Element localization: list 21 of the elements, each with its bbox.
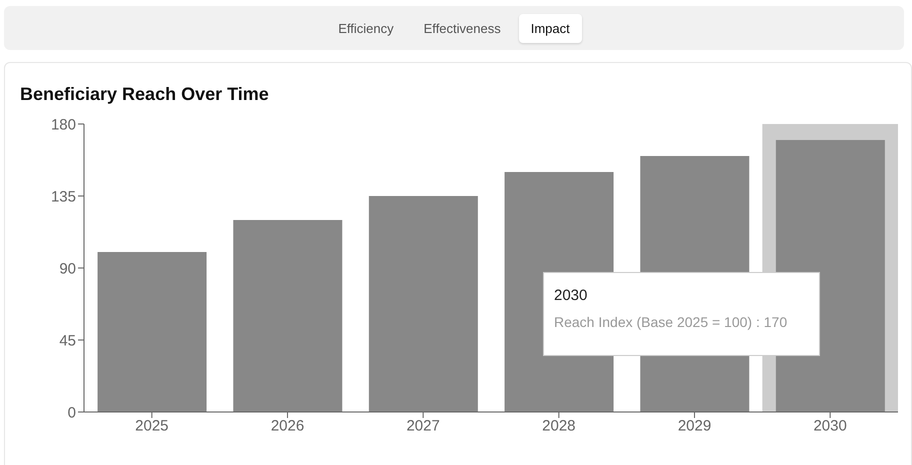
- y-tick-label: 180: [50, 116, 76, 134]
- text: Effectiveness: [422, 20, 502, 38]
- tooltip-box: 2030 Reach Index (Base 2025 = 100) : 170: [543, 272, 820, 356]
- x-tick-label: 2028: [542, 418, 576, 435]
- y-tick-label: 90: [59, 260, 76, 278]
- text: Impact: [518, 14, 582, 42]
- bar: [98, 252, 207, 412]
- y-tick-label: 45: [59, 332, 76, 350]
- x-tick-label: 2025: [135, 418, 169, 435]
- x-tick-label: 2026: [270, 418, 304, 435]
- bar: [233, 220, 342, 412]
- text: Efficiency: [337, 20, 395, 38]
- y-tick-label: 0: [68, 404, 76, 422]
- annotation: 2030: [554, 287, 588, 304]
- x-tick-label: 2027: [406, 418, 440, 435]
- bar: [368, 196, 478, 412]
- x-tick-label: 2029: [678, 418, 712, 435]
- y-tick-label: 135: [50, 188, 76, 206]
- x-tick-label: 2030: [813, 418, 847, 435]
- chart-title: Beneficiary Reach Over Time: [20, 84, 269, 105]
- annotation: Reach Index (Base 2025 = 100) : 170: [554, 314, 788, 330]
